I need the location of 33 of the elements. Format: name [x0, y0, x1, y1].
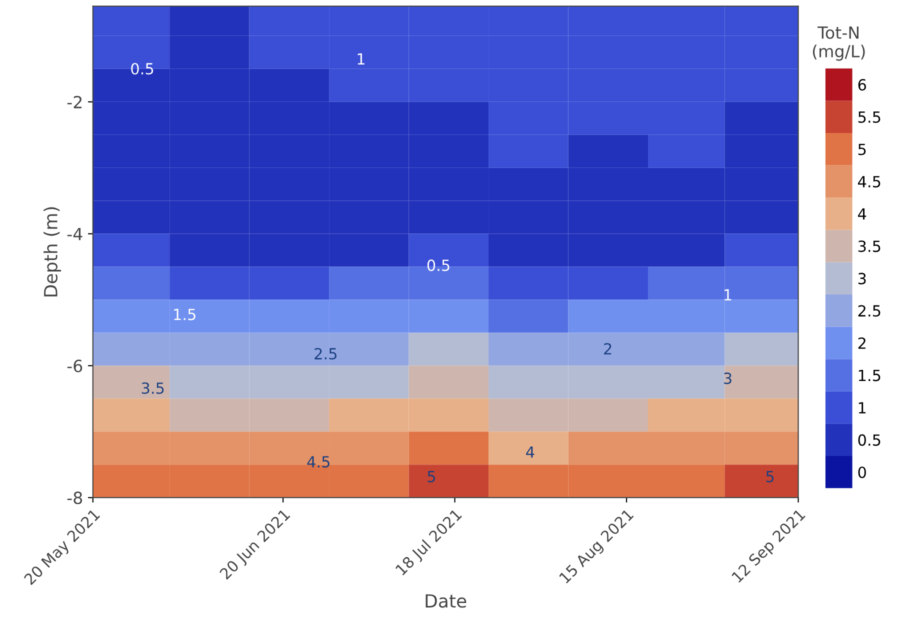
- annotation: 5: [766, 471, 774, 482]
- annotation: 5: [428, 471, 436, 482]
- y-tick-label: -4: [67, 228, 82, 240]
- color-bar-label: 1.5: [858, 370, 880, 382]
- annotation: 1: [358, 53, 364, 64]
- annotation: 3.5: [142, 382, 164, 394]
- color-bar-label: 5.5: [858, 112, 880, 123]
- y-tick-label: -8: [67, 492, 82, 504]
- color-bar-title: Tot-N (mg/L): [812, 26, 865, 61]
- color-bar-label: 0.5: [858, 434, 880, 446]
- annotation: 4: [526, 446, 534, 458]
- color-bar-label: 0: [858, 466, 866, 478]
- annotation: 0.5: [427, 260, 450, 272]
- annotation: 3: [724, 372, 732, 384]
- color-bar-label: 5: [858, 144, 866, 156]
- x-axis-title: Date: [426, 594, 466, 608]
- color-bar-label: 4.5: [858, 176, 880, 188]
- color-bar-label: 4: [858, 208, 866, 220]
- color-bar-label: 2: [858, 337, 866, 349]
- color-bar-label: 6: [858, 79, 866, 91]
- color-bar-label: 3.5: [858, 240, 880, 252]
- color-bar-label: 1: [858, 402, 866, 414]
- y-tick-label: -6: [67, 360, 82, 372]
- annotation: 1.5: [174, 308, 196, 320]
- annotation: 0.5: [131, 62, 154, 75]
- y-axis-title: Depth (m): [44, 207, 62, 296]
- annotation: 2: [604, 343, 612, 354]
- y-tick-label: -2: [67, 96, 82, 108]
- color-bar-label: 2.5: [858, 305, 880, 317]
- annotation: 4.5: [307, 456, 330, 468]
- color-bar-label: 3: [858, 272, 866, 284]
- annotation: 2.5: [314, 348, 336, 360]
- annotation: 1: [724, 289, 732, 300]
